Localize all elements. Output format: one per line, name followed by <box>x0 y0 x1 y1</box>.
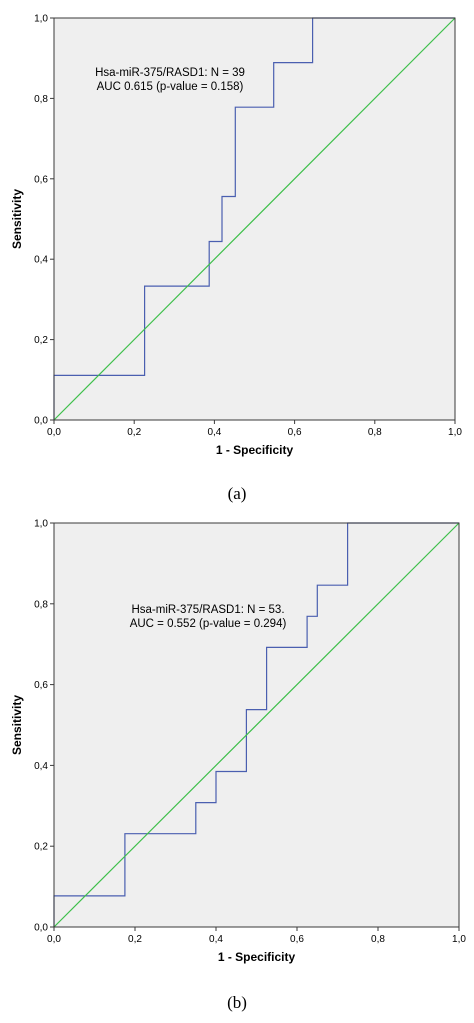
roc-curve <box>53 522 459 927</box>
panel-label-b: (b) <box>227 993 247 1012</box>
y-tick-label: 0,0 <box>34 416 48 427</box>
x-tick-label: 0,8 <box>371 934 385 945</box>
x-tick-label: 0,4 <box>207 427 221 438</box>
roc-chart-a: 0,0 0,2 0,4 0,6 0,8 1,0 0,0 0,2 0,4 0,6 0,8 1,0 1 - … <box>10 14 462 458</box>
y-tick-label: 0,6 <box>34 174 48 185</box>
x-tick-label: 0,0 <box>47 427 61 438</box>
y-tick-label: 0,8 <box>34 94 48 105</box>
y-tick-label: 1,0 <box>34 519 48 530</box>
x-tick-label: 0,2 <box>127 427 141 438</box>
panel-label-a: (a) <box>227 484 247 503</box>
x-tick-label: 1,0 <box>452 934 466 945</box>
y-tick-label: 0,4 <box>34 255 48 266</box>
y-tick-label: 0,0 <box>34 923 48 934</box>
y-tick-label: 0,8 <box>34 599 48 610</box>
plot-frame <box>53 522 460 928</box>
x-tick-label: 0,6 <box>290 934 304 945</box>
y-tick-label: 0,2 <box>34 335 48 346</box>
reference-line <box>53 522 460 928</box>
x-tick-label: 0,4 <box>209 934 223 945</box>
y-tick-label: 0,4 <box>34 761 48 772</box>
chart-panel-b: 0,0 0,2 0,4 0,6 0,8 1,0 0,0 0,2 0,4 0,6 0,8 1,0 1 - … <box>0 515 474 1023</box>
y-tick-label: 1,0 <box>34 14 48 25</box>
x-tick-label: 1,0 <box>448 427 462 438</box>
roc-chart-b: 0,0 0,2 0,4 0,6 0,8 1,0 0,0 0,2 0,4 0,6 0,8 1,0 1 - … <box>10 519 466 965</box>
x-tick-label: 0,2 <box>128 934 142 945</box>
x-tick-label: 0,8 <box>368 427 382 438</box>
chart-panel-a: 0,0 0,2 0,4 0,6 0,8 1,0 0,0 0,2 0,4 0,6 0,8 1,0 1 - … <box>10 14 462 504</box>
auc-annotation-line: AUC = 0.552 (p-value = 0.294) <box>130 618 287 630</box>
y-tick-label: 0,6 <box>34 680 48 691</box>
auc-annotation-line: Hsa-miR-375/RASD1: N = 53. <box>131 604 284 616</box>
y-axis-title: Sensitivity <box>10 189 24 249</box>
reference-line <box>53 17 456 421</box>
x-axis-title: 1 - Specificity <box>216 443 294 457</box>
auc-annotation-line: AUC 0.615 (p-value = 0.158) <box>97 81 244 93</box>
x-axis-title: 1 - Specificity <box>218 950 296 964</box>
roc-curve <box>53 17 455 420</box>
y-axis-title: Sensitivity <box>10 695 24 755</box>
x-tick-label: 0,0 <box>47 934 61 945</box>
auc-annotation-line: Hsa-miR-375/RASD1: N = 39 <box>95 67 245 79</box>
y-tick-label: 0,2 <box>34 842 48 853</box>
x-tick-label: 0,6 <box>288 427 302 438</box>
plot-frame <box>53 17 456 421</box>
